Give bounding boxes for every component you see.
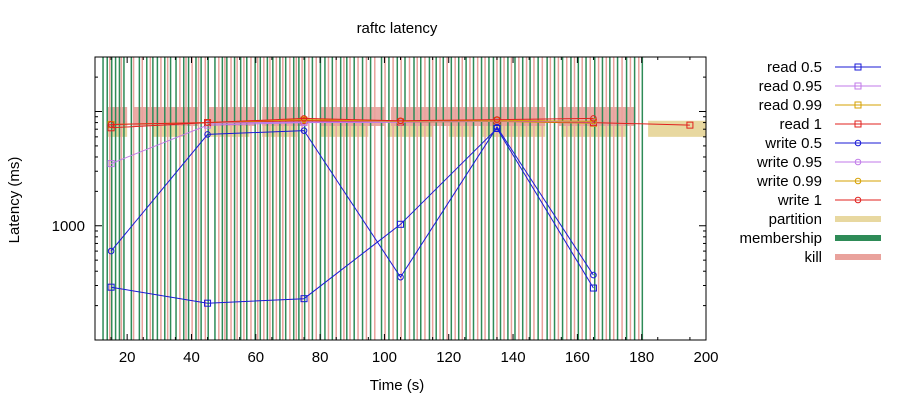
data-point xyxy=(686,121,694,129)
x-tick-label: 40 xyxy=(183,349,200,366)
legend-entry: kill xyxy=(805,249,881,266)
y-axis-label: Latency (ms) xyxy=(6,157,23,244)
data-point xyxy=(854,158,862,166)
x-tick-label: 100 xyxy=(372,349,397,366)
data-point xyxy=(397,220,404,228)
chart-title: raftc latency xyxy=(357,20,438,37)
y-axis: 1000 xyxy=(52,56,706,341)
x-axis: 20 40 60 80 100 120 140 160 180 200 xyxy=(110,57,719,366)
data-point xyxy=(397,273,404,281)
series-line xyxy=(207,119,594,124)
legend-entry: write 0.5 xyxy=(764,135,881,152)
data-point xyxy=(493,125,501,133)
legend-label: read 1 xyxy=(779,116,822,133)
legend-label: kill xyxy=(805,249,823,266)
data-point xyxy=(589,284,597,292)
x-tick-label: 60 xyxy=(247,349,264,366)
legend: read 0.5 read 0.95 read 0.99 read 1 write 0.… xyxy=(739,59,881,266)
data-point xyxy=(590,118,597,125)
legend-label: membership xyxy=(739,230,822,247)
y-tick-label: 1000 xyxy=(52,218,85,235)
series-write-0_5 xyxy=(107,123,597,281)
legend-entry: read 0.5 xyxy=(767,59,881,76)
legend-label: read 0.5 xyxy=(767,59,822,76)
partition-band xyxy=(648,120,706,137)
x-tick-label: 200 xyxy=(693,349,718,366)
legend-label: write 0.95 xyxy=(756,154,822,171)
legend-label: write 1 xyxy=(777,192,822,209)
data-point xyxy=(300,295,308,303)
legend-entry: write 1 xyxy=(777,192,881,209)
data-point xyxy=(590,115,597,122)
legend-label: read 0.95 xyxy=(759,78,822,95)
data-point xyxy=(300,127,308,134)
data-point xyxy=(204,119,211,126)
x-tick-label: 140 xyxy=(501,349,526,366)
legend-entry: membership xyxy=(739,230,881,247)
x-tick-label: 160 xyxy=(565,349,590,366)
data-point xyxy=(590,271,597,279)
data-point xyxy=(493,116,501,123)
data-point xyxy=(107,283,115,291)
legend-entry: write 0.95 xyxy=(756,154,881,171)
legend-entry: write 0.99 xyxy=(756,173,881,190)
data-point xyxy=(300,115,308,122)
legend-label: write 0.99 xyxy=(756,173,822,190)
data-point xyxy=(854,177,862,185)
data-point xyxy=(493,123,501,131)
data-point xyxy=(107,247,115,255)
legend-entry: read 0.95 xyxy=(759,78,881,95)
data-point xyxy=(107,160,115,168)
data-point xyxy=(854,196,862,204)
data-point xyxy=(204,131,211,138)
legend-label: write 0.5 xyxy=(764,135,822,152)
data-point xyxy=(854,63,862,71)
data-point xyxy=(854,101,862,109)
x-tick-label: 180 xyxy=(629,349,654,366)
series-line xyxy=(110,126,594,279)
legend-label: partition xyxy=(769,211,822,228)
data-point xyxy=(107,121,115,128)
data-point xyxy=(854,139,862,147)
series-write-1 xyxy=(107,115,597,128)
plot-area xyxy=(102,57,706,340)
x-tick-label: 20 xyxy=(119,349,136,366)
legend-entry: read 1 xyxy=(779,116,881,133)
series-line xyxy=(207,120,594,124)
data-point xyxy=(854,120,862,128)
series-read-0_5 xyxy=(107,125,597,307)
x-tick-label: 120 xyxy=(436,349,461,366)
data-point xyxy=(397,117,404,125)
legend-entry: partition xyxy=(769,211,881,228)
legend-entry: read 0.99 xyxy=(759,97,881,114)
legend-label: read 0.99 xyxy=(759,97,822,114)
data-point xyxy=(107,124,115,132)
x-tick-label: 80 xyxy=(312,349,329,366)
series-line xyxy=(111,117,594,125)
data-point xyxy=(204,299,212,307)
data-point xyxy=(854,82,862,90)
series-line xyxy=(111,127,594,304)
x-axis-label: Time (s) xyxy=(370,377,424,394)
